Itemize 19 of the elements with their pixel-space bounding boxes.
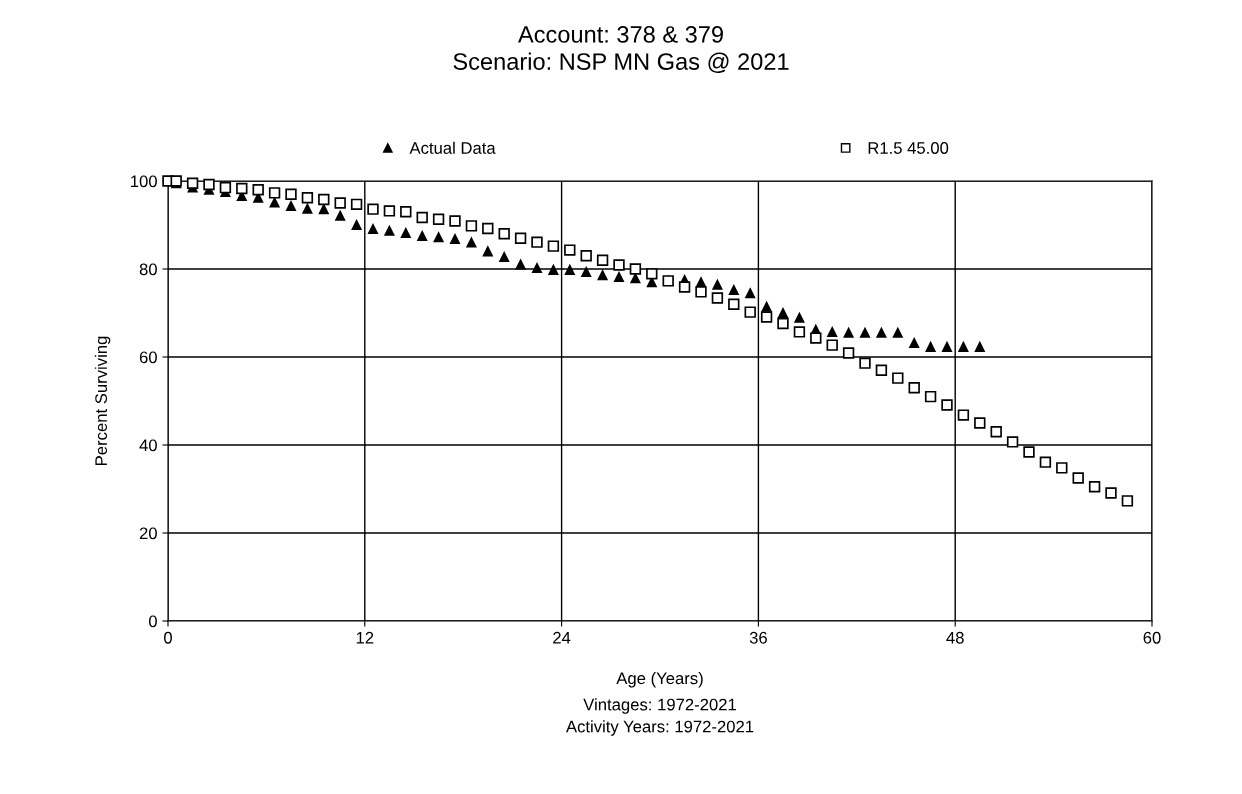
x-axis-title: Age (Years)	[616, 671, 703, 688]
legend-label: Actual Data	[409, 141, 496, 154]
y-tick-label: 60	[139, 351, 157, 364]
y-tick-label: 20	[139, 527, 157, 540]
y-tick-label: 100	[131, 175, 157, 188]
y-tick-label: 40	[139, 439, 157, 452]
text: Activity Years: 1972-2021	[565, 720, 754, 736]
y-axis-title: Percent Surviving	[94, 336, 111, 465]
x-tick-label: 0	[164, 631, 172, 644]
chart-title: Account: 378 & 379 Scenario: NSP MN Gas @ 2021	[453, 26, 789, 73]
x-tick-label: 60	[1143, 631, 1161, 644]
x-tick-label: 12	[356, 631, 374, 644]
y-tick-label: 80	[139, 263, 157, 276]
y-tick-label: 0	[148, 615, 157, 628]
legend-label: R1.5 45.00	[868, 142, 949, 154]
x-tick-label: 48	[946, 631, 964, 644]
x-tick-label: 36	[749, 631, 767, 644]
x-tick-label: 24	[553, 631, 571, 644]
text: Vintages: 1972-2021	[583, 698, 736, 714]
